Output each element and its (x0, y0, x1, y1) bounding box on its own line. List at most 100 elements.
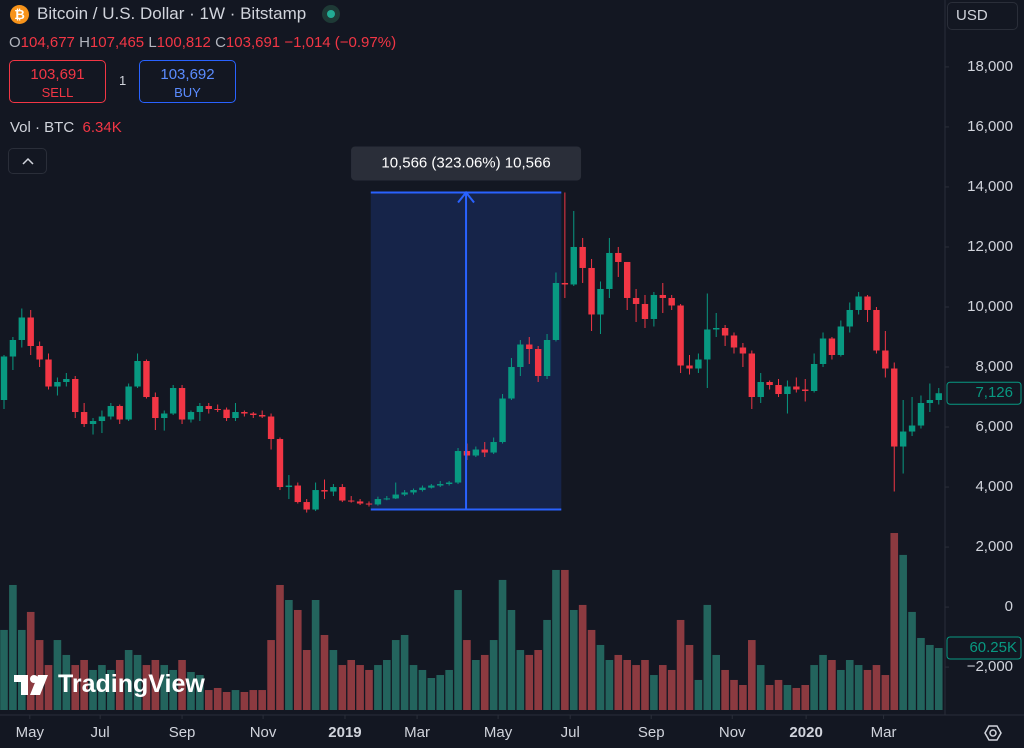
candle-body (606, 252, 613, 289)
sell-button[interactable]: 103,691 SELL (9, 60, 106, 103)
volume-bar (489, 640, 498, 710)
candle-body (125, 386, 132, 420)
sell-label: SELL (41, 85, 74, 100)
volume-bar (445, 669, 453, 710)
volume-bar (276, 584, 284, 710)
volume-bar (641, 659, 649, 710)
candle-body (187, 412, 195, 420)
x-tick-label: Jul (91, 724, 110, 741)
price-change: −1,014 (−0.97%) (284, 34, 397, 51)
volume-bar (908, 611, 916, 710)
candle-body (508, 367, 515, 399)
candle-body (739, 347, 747, 354)
candle-body (143, 361, 150, 398)
candle-body (784, 386, 791, 395)
candle-body (472, 449, 480, 456)
candle-body (348, 500, 355, 502)
market-status-dot (327, 10, 336, 18)
volume-bar (694, 679, 703, 710)
ohlc-value: 107,465 (89, 34, 145, 51)
volume-legend-label: Vol · BTC (10, 119, 75, 136)
settings-icon[interactable] (984, 725, 1002, 741)
logo-shape (14, 674, 28, 695)
volume-bar (543, 619, 551, 710)
volume-bar (872, 665, 881, 710)
last-volume-box (946, 636, 1022, 660)
candle-body (579, 246, 586, 268)
candle-body (588, 267, 595, 315)
candle-body (454, 451, 462, 483)
sell-price: 103,691 (30, 66, 85, 83)
candle-body (356, 501, 364, 504)
currency-selector[interactable]: USD (947, 2, 1018, 30)
volume-bar (356, 665, 364, 710)
y-tick-label: 12,000 (967, 238, 1013, 255)
volume-bar (293, 609, 302, 710)
y-tick-label: 2,000 (975, 538, 1013, 555)
volume-bar (685, 644, 694, 710)
candle-body (80, 412, 88, 425)
logo-text: TradingView (58, 670, 205, 698)
volume-bar (934, 648, 943, 710)
collapse-button[interactable] (8, 148, 47, 174)
candle-body (63, 379, 70, 383)
buy-price: 103,692 (160, 66, 215, 83)
candle-body (410, 490, 417, 493)
candle-body (810, 364, 818, 392)
buy-button[interactable]: 103,692 BUY (139, 60, 236, 103)
volume-bar (454, 590, 462, 710)
volume-bar (516, 650, 525, 710)
candle-body (552, 282, 560, 340)
candle-body (374, 499, 382, 505)
volume-bar (44, 665, 53, 710)
candle-body (383, 498, 391, 500)
volume-bar (525, 654, 534, 710)
volume-bar (169, 669, 177, 710)
volume-legend-value: 6.34K (82, 119, 122, 136)
volume-bar (756, 665, 765, 710)
volume-bar (676, 619, 685, 710)
volume-bar (347, 659, 356, 710)
logo-icon (14, 674, 48, 695)
candle-body (490, 442, 497, 453)
candle-body (623, 261, 631, 298)
volume-bar (667, 669, 676, 710)
volume-bar (391, 640, 400, 710)
candle-body (250, 413, 257, 416)
market-status[interactable] (322, 5, 341, 23)
candle-body (695, 359, 702, 369)
volume-bar (819, 654, 827, 710)
volume-bar (26, 611, 35, 710)
ohlc-value: 103,691 (225, 34, 281, 51)
candle-body (258, 415, 266, 417)
volume-bar (721, 669, 729, 710)
candle-body (659, 294, 666, 298)
volume-bar (124, 650, 133, 710)
volume-bar (561, 569, 569, 710)
candle-body (819, 338, 827, 365)
volume-bar (712, 654, 721, 710)
volume-bar (845, 659, 854, 710)
candle-body (89, 421, 97, 425)
volume-bar (160, 665, 169, 710)
volume-bar (213, 687, 222, 710)
candle-body (632, 297, 640, 304)
candle-body (899, 431, 907, 447)
volume-bar (863, 669, 872, 710)
symbol-title[interactable]: Bitcoin / U.S. Dollar · 1W · Bitstamp (37, 4, 307, 23)
volume-bar (828, 659, 836, 710)
y-tick-label: 10,000 (967, 298, 1013, 315)
candle-body (864, 296, 871, 310)
x-tick-label: Jul (561, 724, 580, 741)
volume-bar (578, 604, 587, 710)
candle-body (428, 485, 435, 488)
volume-bar (480, 654, 489, 710)
candle-body (615, 252, 622, 262)
last-price-label: 7,126 (975, 384, 1013, 401)
buy-label: BUY (174, 85, 201, 100)
candle-body (526, 344, 533, 349)
volume-bar (107, 669, 115, 710)
volume-bar (552, 569, 560, 710)
volume-bar (338, 665, 347, 710)
candle-body (312, 490, 319, 510)
